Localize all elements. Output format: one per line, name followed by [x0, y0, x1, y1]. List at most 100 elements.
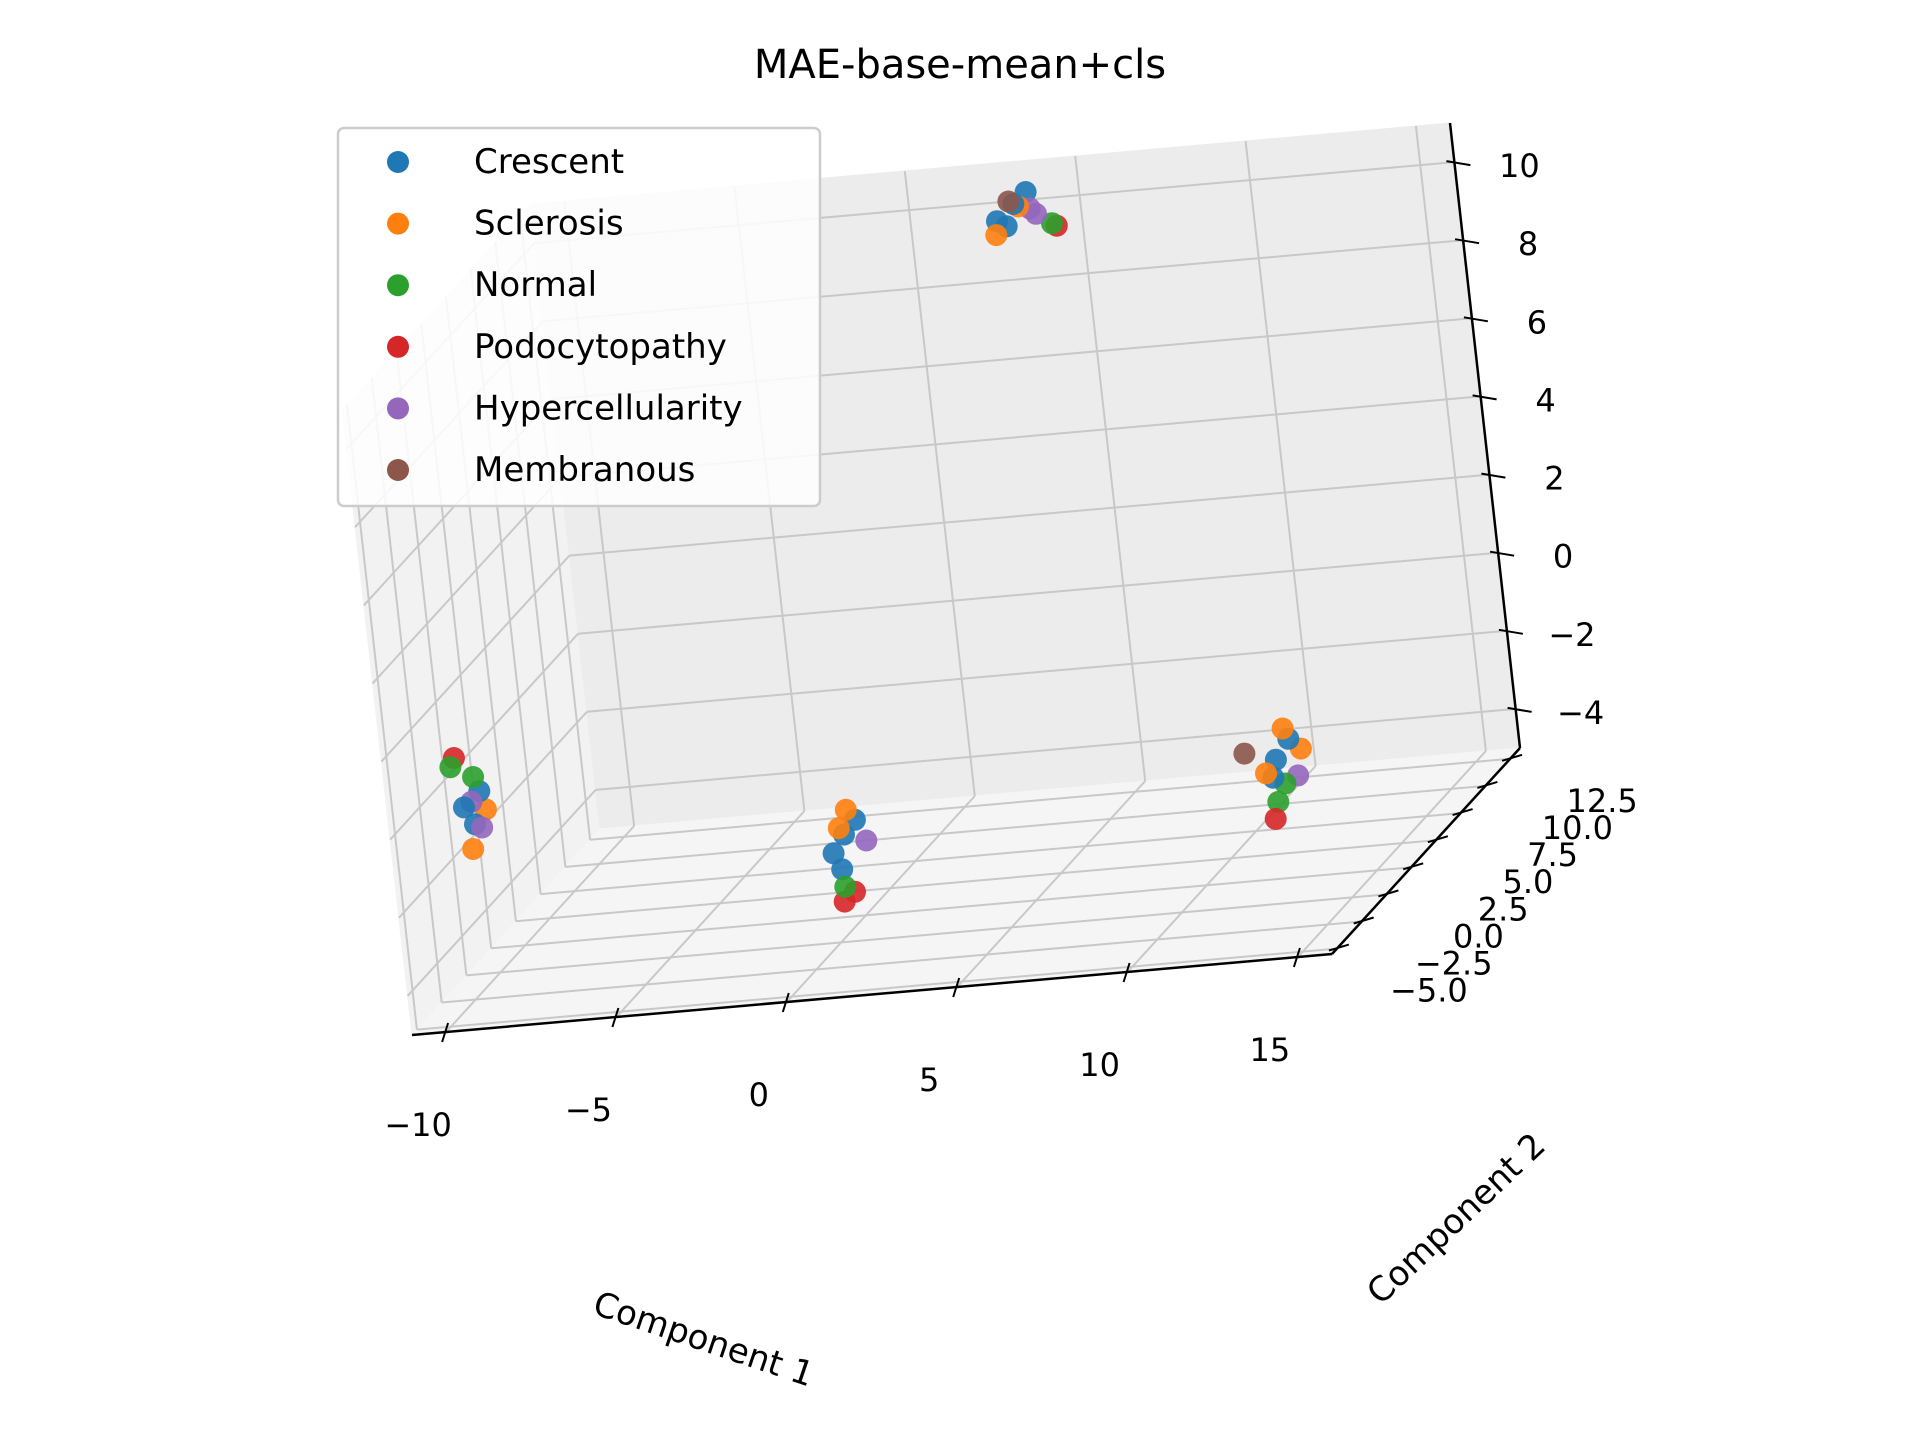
legend-label-normal: Normal	[474, 265, 597, 305]
legend-marker-sclerosis	[387, 212, 409, 235]
y-tick-mark	[1328, 943, 1350, 952]
z-grid-back	[569, 473, 1490, 557]
data-points	[439, 181, 1312, 913]
x-grid-back	[903, 170, 976, 797]
y-tick-label: −2.5	[1415, 945, 1493, 983]
x-tick-label: −5	[565, 1091, 612, 1129]
y-tick-mark	[1353, 916, 1374, 925]
y-tick-mark	[1477, 780, 1498, 789]
x-grid-floor	[445, 825, 635, 1033]
y-grid-left	[345, 404, 418, 1030]
x-grid-floor	[786, 795, 976, 1003]
z-grid-back	[595, 707, 1516, 791]
z-tick-mark	[1454, 238, 1480, 245]
point-normal	[1267, 790, 1290, 813]
legend-label-podocytopathy: Podocytopathy	[474, 327, 727, 367]
y-grid-floor	[416, 947, 1337, 1031]
point-podocytopathy	[1264, 807, 1287, 830]
y-grid-floor	[565, 784, 1486, 868]
y-tick-mark	[1402, 862, 1424, 871]
legend-marker-hypercellularity	[387, 397, 409, 420]
y-grid-floor	[515, 839, 1436, 923]
point-sclerosis	[985, 224, 1008, 247]
legend-marker-normal	[387, 274, 409, 297]
point-normal	[1041, 212, 1063, 235]
legend-frame	[336, 126, 822, 508]
x-axis-line	[411, 952, 1333, 1037]
z-tick-mark	[1498, 628, 1524, 635]
z-tick-label: 8	[1518, 225, 1538, 263]
z-tick-label: 2	[1544, 460, 1564, 498]
legend-marker-podocytopathy	[387, 335, 409, 358]
point-normal	[462, 766, 485, 788]
point-normal	[834, 875, 857, 898]
y-tick-label: 10.0	[1542, 809, 1613, 847]
z-tick-mark	[1481, 472, 1506, 479]
z-grid-back	[586, 629, 1507, 713]
y-axis-label: Component 2	[1359, 1125, 1553, 1312]
z-grid-left	[380, 554, 571, 763]
y-tick-label: 7.5	[1527, 836, 1578, 874]
point-sclerosis	[1255, 762, 1277, 785]
x-tick-mark	[611, 1007, 620, 1028]
point-hypercellularity	[855, 829, 878, 852]
x-grid-back	[1414, 125, 1487, 752]
point-crescent	[453, 796, 475, 819]
z-tick-mark	[1489, 550, 1515, 557]
x-tick-mark	[1122, 962, 1131, 983]
z-tick-mark	[1507, 706, 1532, 713]
z-tick-label: −4	[1557, 694, 1604, 732]
z-tick-label: 0	[1553, 538, 1573, 576]
chart-title: MAE-base-mean+cls	[754, 42, 1166, 88]
z-grid-back	[578, 551, 1499, 635]
point-membranous	[1233, 742, 1256, 765]
x-grid-floor	[956, 780, 1146, 988]
y-tick-label: 5.0	[1502, 863, 1553, 901]
z-tick-label: 10	[1499, 147, 1540, 185]
x-tick-label: 10	[1079, 1046, 1120, 1084]
y-grid-floor	[441, 920, 1362, 1004]
y-tick-mark	[1378, 889, 1399, 898]
y-tick-label: −5.0	[1390, 972, 1468, 1010]
y-grid-floor	[491, 866, 1412, 950]
legend: Crescent Sclerosis Normal Podocytopathy Hype…	[336, 126, 822, 508]
tick-labels: −10 −5 0 5 10 15 −5.0−2.50.02.55.07.510.012.5 −…	[384, 147, 1637, 1144]
y-tick-label: 0.0	[1453, 917, 1504, 955]
y-tick-label: 2.5	[1478, 890, 1529, 928]
y-tick-label: 12.5	[1566, 782, 1637, 820]
z-tick-label: 6	[1527, 303, 1547, 341]
x-tick-mark	[441, 1022, 450, 1043]
legend-label-membranous: Membranous	[474, 450, 695, 490]
point-hypercellularity	[471, 816, 494, 839]
x-tick-mark	[781, 992, 790, 1013]
x-tick-label: −10	[384, 1106, 452, 1144]
x-tick-mark	[952, 977, 961, 998]
z-axis-line	[1448, 122, 1522, 749]
x-tick-label: 0	[749, 1076, 769, 1114]
z-tick-label: 4	[1535, 381, 1555, 419]
x-grid-floor	[1297, 750, 1487, 958]
z-tick-label: −2	[1548, 616, 1595, 654]
y-tick-mark	[1501, 753, 1523, 762]
y-grid-floor	[590, 757, 1511, 841]
x-tick-label: 15	[1250, 1031, 1291, 1069]
legend-marker-membranous	[387, 459, 409, 481]
legend-marker-crescent	[387, 151, 409, 173]
z-tick-mark	[1446, 160, 1471, 167]
point-sclerosis	[1271, 717, 1294, 740]
legend-label-sclerosis: Sclerosis	[474, 204, 624, 244]
point-membranous	[997, 190, 1020, 213]
y-grid-floor	[466, 893, 1387, 977]
x-grid-floor	[615, 810, 806, 1018]
point-crescent	[822, 842, 845, 865]
tick-marks	[441, 160, 1532, 1043]
point-sclerosis	[827, 817, 850, 840]
point-normal	[439, 756, 462, 779]
legend-label-hypercellularity: Hypercellularity	[474, 388, 743, 428]
y-tick-mark	[1427, 835, 1449, 844]
z-tick-mark	[1472, 394, 1497, 401]
x-tick-label: 5	[919, 1061, 939, 1099]
z-tick-mark	[1463, 316, 1489, 323]
x-tick-mark	[1292, 947, 1301, 968]
x-grid-back	[1244, 140, 1317, 767]
